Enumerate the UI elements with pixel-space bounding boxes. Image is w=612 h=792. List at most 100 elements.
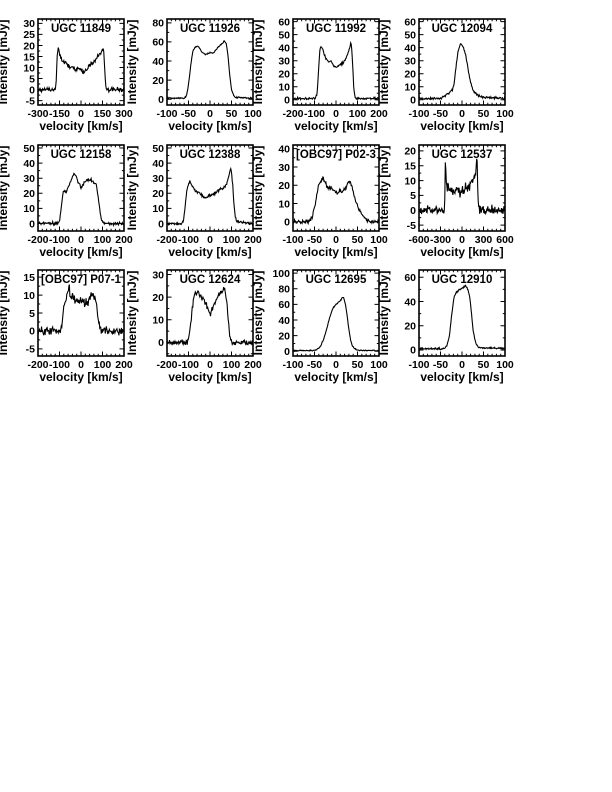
spectrum-line	[419, 43, 505, 101]
y-tick-label: 60	[152, 37, 164, 49]
x-tick-label: 50	[478, 108, 490, 120]
plot-box	[37, 269, 125, 357]
x-tick-label: -50	[307, 359, 322, 371]
y-tick-label: 15	[23, 51, 35, 63]
x-tick-label: 0	[78, 234, 84, 246]
x-axis-label: velocity [km/s]	[420, 119, 503, 133]
y-tick-label: 10	[404, 82, 416, 94]
y-tick-label: 0	[158, 94, 164, 106]
y-tick-label: 0	[284, 217, 290, 229]
x-tick-label: -200	[156, 359, 177, 371]
y-tick-label: 50	[152, 143, 164, 155]
x-tick-label: 0	[333, 108, 339, 120]
panel-title: UGC 11992	[306, 23, 366, 35]
x-tick-label: -200	[156, 234, 177, 246]
y-tick-label: 40	[278, 143, 290, 155]
y-tick-label: 20	[278, 69, 290, 81]
y-tick-label: 10	[278, 198, 290, 210]
spectrum-plot: [OBC97] P07-1 -200 -100 0 100 200 -5 0 5 10 15 velo…	[0, 269, 133, 384]
y-tick-label: -5	[407, 220, 416, 232]
x-tick-label: 0	[459, 359, 465, 371]
panel-title: UGC 11926	[180, 23, 240, 35]
y-tick-label: 20	[23, 40, 35, 52]
spectrum-line	[419, 158, 505, 216]
y-tick-label: 20	[278, 330, 290, 342]
plot-box	[418, 144, 506, 232]
x-tick-label: 0	[459, 108, 465, 120]
plot-box	[166, 18, 254, 106]
spectrum-panel: UGC 12695 -100 -50 0 50 100 0 20 40 60 80 100 veloci…	[249, 264, 401, 386]
x-axis-label: velocity [km/s]	[39, 119, 122, 133]
x-tick-label: 0	[333, 234, 339, 246]
plot-box	[292, 144, 380, 232]
x-tick-label: 50	[352, 359, 364, 371]
x-tick-label: 100	[223, 359, 241, 371]
y-tick-label: 60	[278, 299, 290, 311]
x-tick-label: -300	[27, 108, 48, 120]
spectrum-panel: UGC 11992 -200 -100 0 100 200 0 10 20 30 40 50 60 vel…	[249, 13, 401, 135]
y-tick-label: 25	[23, 29, 35, 41]
spectrum-panel: UGC 12910 -100 -50 0 50 100 0 20 40 60 velocity [k…	[375, 264, 527, 386]
spectrum-panel: UGC 12094 -100 -50 0 50 100 0 10 20 30 40 50 60 veloc…	[375, 13, 527, 135]
spectrum-line	[38, 284, 124, 336]
x-tick-label: 100	[496, 359, 514, 371]
y-axis-label: Intensity [mJy]	[0, 146, 10, 231]
y-tick-label: 0	[158, 218, 164, 230]
y-tick-label: 0	[29, 84, 35, 96]
panel-title: UGC 12624	[180, 274, 241, 286]
x-axis-label: velocity [km/s]	[420, 245, 503, 259]
y-axis-label: Intensity [mJy]	[125, 20, 139, 105]
x-tick-label: -50	[307, 234, 322, 246]
x-tick-label: 100	[94, 359, 112, 371]
x-tick-label: 50	[226, 108, 238, 120]
spectrum-panel: [OBC97] P02-3 -100 -50 0 50 100 0 10 20 30 40 veloc…	[249, 139, 401, 261]
y-tick-label: 40	[152, 56, 164, 68]
x-tick-label: -100	[178, 359, 199, 371]
x-tick-label: -50	[433, 359, 448, 371]
panel-title: [OBC97] P02-3	[296, 149, 376, 161]
plot-box	[37, 18, 125, 106]
x-axis-label: velocity [km/s]	[168, 245, 251, 259]
y-tick-label: 80	[152, 18, 164, 30]
y-tick-label: -5	[26, 344, 35, 356]
spectrum-line	[167, 39, 253, 100]
x-tick-label: -50	[181, 108, 196, 120]
x-tick-label: 0	[207, 108, 213, 120]
panel-title: UGC 12537	[432, 149, 493, 161]
y-tick-label: 10	[152, 203, 164, 215]
y-axis-label: Intensity [mJy]	[0, 271, 10, 356]
x-axis-label: velocity [km/s]	[39, 245, 122, 259]
x-tick-label: 0	[78, 108, 84, 120]
y-tick-label: 0	[284, 346, 290, 358]
x-tick-label: 150	[94, 108, 112, 120]
y-tick-label: 40	[404, 296, 416, 308]
x-tick-label: 100	[223, 234, 241, 246]
x-tick-label: 100	[370, 234, 388, 246]
x-axis-label: velocity [km/s]	[168, 370, 251, 384]
y-tick-label: 10	[23, 62, 35, 74]
y-tick-label: 60	[278, 16, 290, 28]
spectrum-line	[167, 286, 253, 347]
spectrum-line	[38, 172, 124, 228]
y-tick-label: 30	[278, 162, 290, 174]
plot-box	[166, 144, 254, 232]
x-tick-label: -100	[282, 234, 303, 246]
panel-title: UGC 12094	[432, 23, 493, 35]
spectrum-plot: UGC 11849-300 -150 0 150 300-5051015202530ve…	[0, 18, 133, 133]
y-tick-label: 0	[410, 345, 416, 357]
y-tick-label: 30	[23, 173, 35, 185]
x-axis-label: velocity [km/s]	[294, 245, 377, 259]
spectrum-plot: UGC 11992-200 -100 0 100 2000102030405060vel…	[251, 16, 388, 133]
x-tick-label: -200	[282, 108, 303, 120]
spectrum-panel: [OBC97] P07-1 -200 -100 0 100 200 -5 0 5 10 15 velo…	[0, 264, 146, 386]
y-tick-label: 30	[278, 55, 290, 67]
y-tick-label: 10	[404, 175, 416, 187]
y-tick-label: 15	[404, 161, 416, 173]
x-tick-label: -100	[178, 234, 199, 246]
spectrum-panel: UGC 12388 -200 -100 0 100 200 0 10 20 30 40 50 veloc…	[123, 139, 275, 261]
y-tick-label: 5	[410, 190, 416, 202]
plot-box	[418, 269, 506, 357]
y-tick-label: 10	[152, 315, 164, 327]
y-tick-label: 0	[284, 95, 290, 107]
plot-box	[292, 18, 380, 106]
